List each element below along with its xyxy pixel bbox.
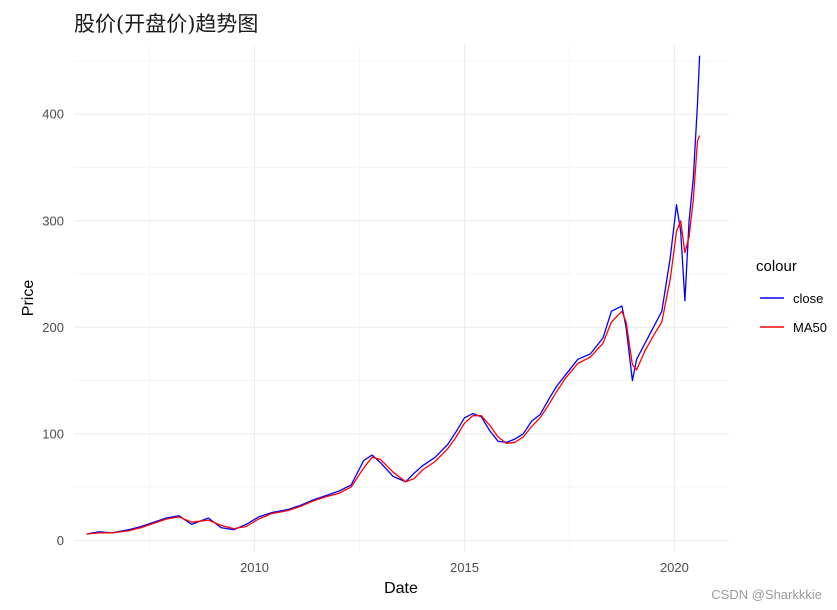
x-tick-label: 2020 bbox=[660, 560, 689, 575]
y-tick-label: 200 bbox=[42, 320, 64, 335]
tick-layer: 2010 2015 2020 0 100 200 300 400 bbox=[42, 107, 689, 575]
series-line-close bbox=[86, 55, 701, 535]
series-layer bbox=[86, 55, 701, 535]
y-tick-label: 0 bbox=[57, 533, 64, 548]
legend-label-ma50: MA50 bbox=[793, 320, 827, 335]
watermark: CSDN @Sharkkkie bbox=[711, 587, 822, 602]
y-tick-label: 100 bbox=[42, 426, 64, 441]
y-tick-label: 300 bbox=[42, 213, 64, 228]
x-tick-label: 2010 bbox=[240, 560, 269, 575]
legend-label-close: close bbox=[793, 291, 823, 306]
series-line-ma50 bbox=[86, 135, 701, 535]
grid-layer bbox=[74, 45, 729, 551]
legend-title: colour bbox=[756, 258, 797, 275]
legend: colour close MA50 bbox=[756, 258, 827, 335]
y-tick-label: 400 bbox=[42, 107, 64, 122]
x-tick-label: 2015 bbox=[450, 560, 479, 575]
y-axis-title: Price bbox=[20, 280, 37, 317]
chart-title: 股价(开盘价)趋势图 bbox=[74, 12, 258, 36]
x-axis-title: Date bbox=[384, 580, 418, 597]
